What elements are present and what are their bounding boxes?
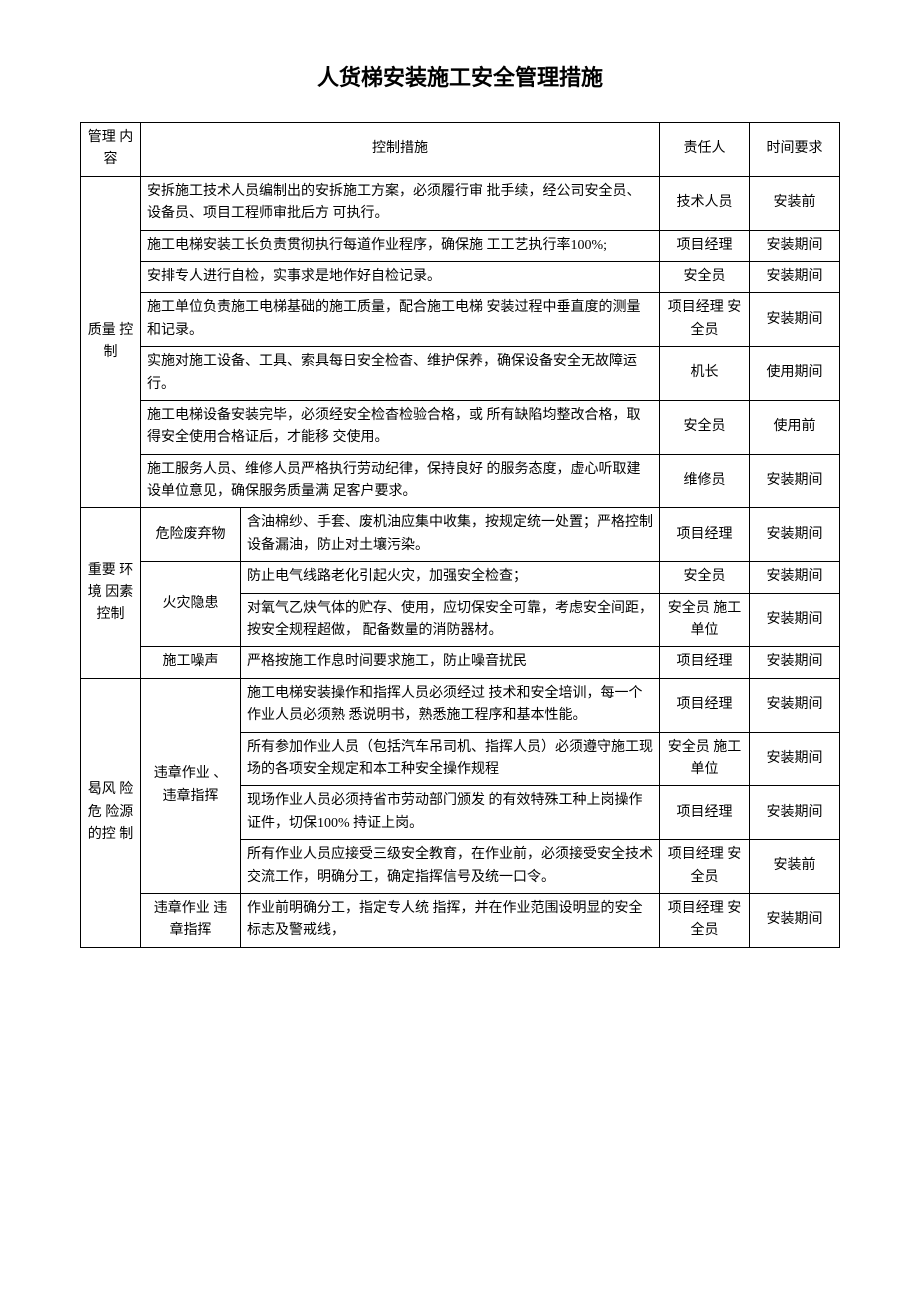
category-risk: 曷风 险危 险源的控 制 <box>81 678 141 947</box>
responsible-cell: 安全员 <box>660 562 750 593</box>
responsible-cell: 项目经理 安全员 <box>660 293 750 347</box>
time-cell: 安装期间 <box>750 678 840 732</box>
table-row: 施工单位负责施工电梯基础的施工质量，配合施工电梯 安装过程中垂直度的测量和记录。… <box>81 293 840 347</box>
table-row: 安排专人进行自检，实事求是地作好自检记录。 安全员 安装期间 <box>81 261 840 292</box>
time-cell: 安装期间 <box>750 562 840 593</box>
subcategory-waste: 危险废弃物 <box>141 508 241 562</box>
measure-cell: 现场作业人员必须持省市劳动部门颁发 的有效特殊工种上岗操作证件，切保100% 持… <box>241 786 660 840</box>
responsible-cell: 安全员 施工单位 <box>660 593 750 647</box>
header-row: 管理 内容 控制措施 责任人 时间要求 <box>81 123 840 177</box>
time-cell: 安装期间 <box>750 230 840 261</box>
measure-cell: 作业前明确分工，指定专人统 指挥，并在作业范围设明显的安全标志及警戒线， <box>241 893 660 947</box>
table-row: 施工电梯设备安装完毕，必须经安全检杳检验合格，或 所有缺陷均整改合格，取得安全使… <box>81 400 840 454</box>
time-cell: 安装期间 <box>750 508 840 562</box>
time-cell: 安装前 <box>750 840 840 894</box>
measure-cell: 安拆施工技术人员编制出的安拆施工方案，必须履行审 批手续，经公司安全员、设备员、… <box>141 176 660 230</box>
time-cell: 使用期间 <box>750 347 840 401</box>
table-row: 火灾隐患 防止电气线路老化引起火灾，加强安全检查； 安全员 安装期间 <box>81 562 840 593</box>
time-cell: 安装期间 <box>750 893 840 947</box>
measure-cell: 所有作业人员应接受三级安全教育，在作业前，必须接受安全技术交流工作，明确分工，确… <box>241 840 660 894</box>
time-cell: 安装期间 <box>750 732 840 786</box>
time-cell: 安装期间 <box>750 293 840 347</box>
responsible-cell: 项目经理 <box>660 647 750 678</box>
table-row: 实施对施工设备、工具、索具每日安全检杳、维护保养，确保设备安全无故障运行。 机长… <box>81 347 840 401</box>
header-category: 管理 内容 <box>81 123 141 177</box>
table-row: 重要 环境 因素控制 危险废弃物 含油棉纱、手套、废机油应集中收集，按规定统一处… <box>81 508 840 562</box>
measure-cell: 防止电气线路老化引起火灾，加强安全检查； <box>241 562 660 593</box>
table-row: 曷风 险危 险源的控 制 违章作业 、违章指挥 施工电梯安装操作和指挥人员必须经… <box>81 678 840 732</box>
time-cell: 安装前 <box>750 176 840 230</box>
responsible-cell: 项目经理 <box>660 230 750 261</box>
time-cell: 安装期间 <box>750 647 840 678</box>
measure-cell: 所有参加作业人员（包括汽车吊司机、指挥人员）必须遵守施工现场的各项安全规定和本工… <box>241 732 660 786</box>
management-table: 管理 内容 控制措施 责任人 时间要求 质量 控制 安拆施工技术人员编制出的安拆… <box>80 122 840 948</box>
responsible-cell: 项目经理 <box>660 786 750 840</box>
table-row: 施工电梯安装工长负责贯彻执行每道作业程序，确保施 工工艺执行率100%; 项目经… <box>81 230 840 261</box>
subcategory-violation2: 违章作业 违章指挥 <box>141 893 241 947</box>
page-title: 人货梯安装施工安全管理措施 <box>80 60 840 92</box>
time-cell: 安装期间 <box>750 454 840 508</box>
time-cell: 安装期间 <box>750 593 840 647</box>
table-row: 质量 控制 安拆施工技术人员编制出的安拆施工方案，必须履行审 批手续，经公司安全… <box>81 176 840 230</box>
measure-cell: 对氧气乙炔气体的贮存、使用，应切保安全可靠，考虑安全间距，按安全规程超做， 配备… <box>241 593 660 647</box>
responsible-cell: 项目经理 <box>660 678 750 732</box>
subcategory-violation1: 违章作业 、违章指挥 <box>141 678 241 893</box>
responsible-cell: 项目经理 安全员 <box>660 840 750 894</box>
category-quality: 质量 控制 <box>81 176 141 508</box>
responsible-cell: 安全员 施工单位 <box>660 732 750 786</box>
subcategory-noise: 施工噪声 <box>141 647 241 678</box>
category-environment: 重要 环境 因素控制 <box>81 508 141 678</box>
responsible-cell: 安全员 <box>660 400 750 454</box>
responsible-cell: 技术人员 <box>660 176 750 230</box>
header-time: 时间要求 <box>750 123 840 177</box>
header-measure: 控制措施 <box>141 123 660 177</box>
table-row: 违章作业 违章指挥 作业前明确分工，指定专人统 指挥，并在作业范围设明显的安全标… <box>81 893 840 947</box>
measure-cell: 施工电梯安装操作和指挥人员必须经过 技术和安全培训，每一个作业人员必须熟 悉说明… <box>241 678 660 732</box>
measure-cell: 含油棉纱、手套、废机油应集中收集，按规定统一处置；严格控制设备漏油，防止对土壤污… <box>241 508 660 562</box>
responsible-cell: 安全员 <box>660 261 750 292</box>
responsible-cell: 项目经理 <box>660 508 750 562</box>
table-row: 施工噪声 严格按施工作息时间要求施工，防止噪音扰民 项目经理 安装期间 <box>81 647 840 678</box>
table-row: 施工服务人员、维修人员严格执行劳动纪律，保持良好 的服务态度，虚心听取建设单位意… <box>81 454 840 508</box>
time-cell: 安装期间 <box>750 786 840 840</box>
measure-cell: 施工服务人员、维修人员严格执行劳动纪律，保持良好 的服务态度，虚心听取建设单位意… <box>141 454 660 508</box>
measure-cell: 施工电梯设备安装完毕，必须经安全检杳检验合格，或 所有缺陷均整改合格，取得安全使… <box>141 400 660 454</box>
header-responsible: 责任人 <box>660 123 750 177</box>
responsible-cell: 项目经理 安全员 <box>660 893 750 947</box>
measure-cell: 施工电梯安装工长负责贯彻执行每道作业程序，确保施 工工艺执行率100%; <box>141 230 660 261</box>
subcategory-fire: 火灾隐患 <box>141 562 241 647</box>
measure-cell: 安排专人进行自检，实事求是地作好自检记录。 <box>141 261 660 292</box>
measure-cell: 实施对施工设备、工具、索具每日安全检杳、维护保养，确保设备安全无故障运行。 <box>141 347 660 401</box>
time-cell: 使用前 <box>750 400 840 454</box>
responsible-cell: 机长 <box>660 347 750 401</box>
measure-cell: 严格按施工作息时间要求施工，防止噪音扰民 <box>241 647 660 678</box>
time-cell: 安装期间 <box>750 261 840 292</box>
measure-cell: 施工单位负责施工电梯基础的施工质量，配合施工电梯 安装过程中垂直度的测量和记录。 <box>141 293 660 347</box>
responsible-cell: 维修员 <box>660 454 750 508</box>
